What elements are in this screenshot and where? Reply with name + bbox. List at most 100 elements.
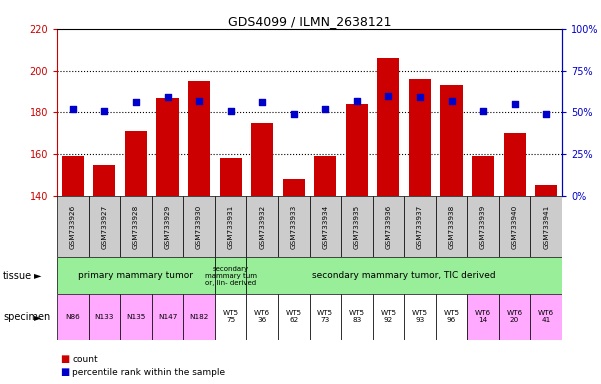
Text: WT6
41: WT6 41 [538,310,554,323]
Bar [314,156,337,384]
Text: GSM733928: GSM733928 [133,204,139,249]
Bar [341,196,373,257]
Bar [120,196,151,257]
Point [100,108,109,114]
Point [510,101,519,107]
Text: N147: N147 [158,314,177,320]
Bar [282,179,305,384]
Text: GSM733936: GSM733936 [385,204,391,249]
Bar [183,294,215,340]
Text: tissue: tissue [3,270,32,281]
Text: GSM733940: GSM733940 [511,204,517,249]
Text: primary mammary tumor: primary mammary tumor [79,271,194,280]
Bar [215,196,246,257]
Bar [436,294,468,340]
Text: GSM733933: GSM733933 [291,204,297,249]
Bar [151,196,183,257]
Text: N135: N135 [126,314,145,320]
Point [352,98,362,104]
Bar [93,164,115,384]
Text: WT5
96: WT5 96 [444,310,460,323]
Text: GSM733926: GSM733926 [70,204,76,249]
Point [383,93,393,99]
Text: ■: ■ [60,354,69,364]
Bar [120,294,151,340]
Bar [278,196,310,257]
Bar [151,294,183,340]
Bar [278,294,310,340]
Bar [156,98,178,384]
Bar [246,294,278,340]
Text: GSM733932: GSM733932 [259,204,265,249]
Bar [188,81,210,384]
Point [542,111,551,117]
Bar [310,196,341,257]
Text: GSM733941: GSM733941 [543,204,549,249]
Point [478,108,488,114]
Bar [373,294,404,340]
Point [194,98,204,104]
Bar [377,58,400,384]
Bar [251,123,273,384]
Bar [499,196,531,257]
Point [415,94,425,100]
Text: GSM733938: GSM733938 [448,204,454,249]
Bar [535,185,557,384]
Bar [125,131,147,384]
Text: WT5
73: WT5 73 [317,310,334,323]
Point [257,99,267,105]
Bar [341,294,373,340]
Bar [373,196,404,257]
Text: N86: N86 [66,314,81,320]
Text: GSM733935: GSM733935 [354,204,360,249]
Text: WT5
92: WT5 92 [380,310,397,323]
Bar [183,196,215,257]
Point [289,111,299,117]
Text: GSM733930: GSM733930 [196,204,202,249]
Bar [215,257,246,294]
Bar [531,196,562,257]
Bar [219,158,242,384]
Text: WT5
75: WT5 75 [222,310,239,323]
Text: WT6
14: WT6 14 [475,310,491,323]
Bar [246,196,278,257]
Bar [57,196,89,257]
Point [320,106,330,112]
Title: GDS4099 / ILMN_2638121: GDS4099 / ILMN_2638121 [228,15,391,28]
Text: secondary
mammary tum
or, lin- derived: secondary mammary tum or, lin- derived [204,265,257,286]
Bar [499,294,531,340]
Point [131,99,141,105]
Bar [404,196,436,257]
Text: secondary mammary tumor, TIC derived: secondary mammary tumor, TIC derived [313,271,496,280]
Bar [89,196,120,257]
Bar [310,294,341,340]
Text: GSM733929: GSM733929 [165,204,171,249]
Bar [404,294,436,340]
Text: ■: ■ [60,367,69,377]
Text: specimen: specimen [3,312,50,322]
Bar [531,294,562,340]
Point [163,94,172,100]
Bar [504,133,526,384]
Text: ►: ► [34,312,41,322]
Point [226,108,236,114]
Text: N182: N182 [189,314,209,320]
Bar [62,156,84,384]
Text: GSM733931: GSM733931 [228,204,234,249]
Text: GSM733927: GSM733927 [102,204,108,249]
Bar [409,79,431,384]
Bar [468,196,499,257]
Bar [246,257,562,294]
Bar [215,294,246,340]
Text: WT6
36: WT6 36 [254,310,270,323]
Text: WT5
83: WT5 83 [349,310,365,323]
Bar [57,257,215,294]
Text: WT6
20: WT6 20 [507,310,523,323]
Point [447,98,456,104]
Bar [441,85,463,384]
Text: percentile rank within the sample: percentile rank within the sample [72,368,225,377]
Bar [346,104,368,384]
Text: ►: ► [34,270,41,281]
Point [68,106,78,112]
Text: WT5
62: WT5 62 [285,310,302,323]
